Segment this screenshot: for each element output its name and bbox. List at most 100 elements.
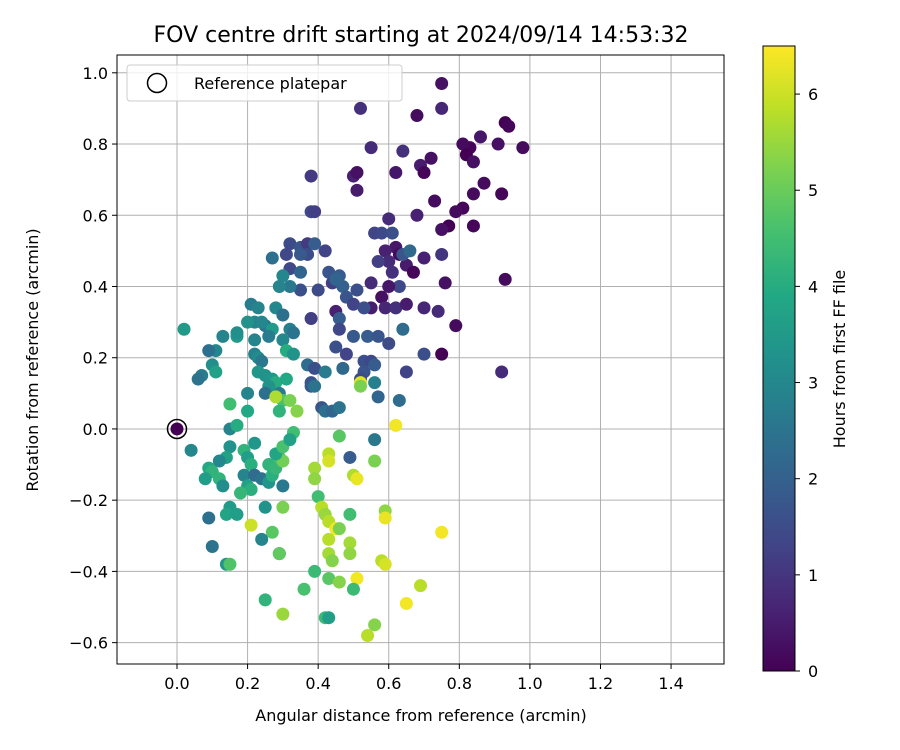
data-point [385,265,399,279]
data-point [350,472,364,486]
reference-platepar-marker [166,418,188,440]
data-point [216,329,230,343]
colorbar-gradient [762,45,796,672]
data-point [435,101,449,115]
data-point [435,223,449,237]
data-point [290,404,304,418]
data-point [354,379,368,393]
data-point [368,358,382,372]
data-point [276,500,290,514]
data-point [343,536,357,550]
data-point [495,187,509,201]
data-point [449,319,463,333]
data-point [311,490,325,504]
data-point [346,582,360,596]
data-point [255,354,269,368]
data-point [456,137,470,151]
data-point [392,279,406,293]
data-point [417,301,431,315]
data-point [364,276,378,290]
data-point [378,557,392,571]
data-point [336,361,350,375]
data-point [234,486,248,500]
x-tick-label: 0.6 [376,674,401,693]
data-point [389,166,403,180]
data-point [332,401,346,415]
data-point [184,443,198,457]
data-point [265,525,279,539]
y-tick-label: 0.0 [83,420,108,439]
data-point [241,315,255,329]
y-tick-label: 0.2 [83,349,108,368]
data-point [318,244,332,258]
x-tick-label: 1.4 [658,674,683,693]
data-point [371,329,385,343]
data-point [294,247,308,261]
data-point [368,454,382,468]
data-point [329,340,343,354]
data-point [343,547,357,561]
data-point [332,429,346,443]
y-axis-ticks: −0.6 −0.4 −0.2 0.0 0.2 0.4 0.6 0.8 1.0 [69,64,117,653]
data-point [297,582,311,596]
data-points [170,76,530,643]
data-point [276,333,290,347]
data-point [308,461,322,475]
data-point [382,255,396,269]
data-point [286,326,300,340]
data-point [350,572,364,586]
data-point [414,579,427,593]
data-point [308,361,322,375]
data-point [410,208,424,222]
data-point [322,532,336,546]
data-point [378,244,392,258]
plot-frame [116,54,725,665]
data-point [311,283,325,297]
data-point [244,518,258,532]
colorbar-tick-label: 2 [808,470,818,489]
data-point [332,322,346,336]
data-point [371,390,385,404]
data-point [368,618,382,632]
data-point [431,304,445,318]
data-point [237,468,251,482]
data-point [399,596,413,610]
data-point [322,611,336,625]
data-point [216,479,230,493]
data-point [262,329,276,343]
data-point [283,237,297,251]
data-point [361,329,375,343]
data-point [219,507,233,521]
data-point [428,194,442,208]
data-point [325,554,339,568]
data-point [346,329,360,343]
chart-title: FOV centre drift starting at 2024/09/14 … [154,23,689,48]
data-point [382,212,396,226]
data-point [382,279,396,293]
data-point [406,265,420,279]
data-point [378,301,392,315]
data-point [389,418,403,432]
data-point [466,219,480,233]
data-point [368,433,382,447]
data-point [364,141,378,155]
reference-marker [166,418,188,440]
y-tick-label: 1.0 [83,64,108,83]
data-point [410,109,424,123]
data-point [283,279,297,293]
data-point [350,183,364,197]
data-point [223,440,237,454]
data-point [248,333,262,347]
data-point [255,315,269,329]
data-point [322,572,336,586]
data-point [269,390,283,404]
data-point [385,226,399,240]
data-point [343,507,357,521]
data-point [230,507,244,521]
data-point [389,301,403,315]
data-point [212,454,226,468]
data-point [435,247,449,261]
data-point [318,365,332,379]
data-point [498,272,512,286]
